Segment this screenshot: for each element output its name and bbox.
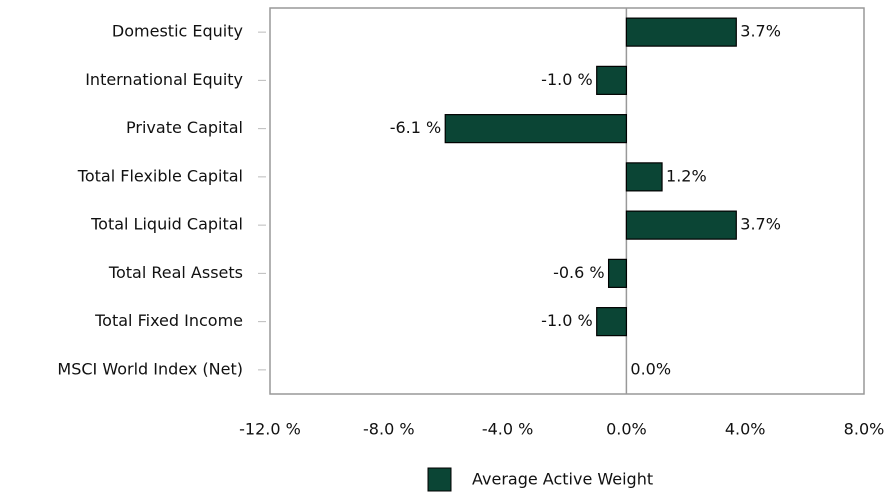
y-tick-label: Domestic Equity	[112, 22, 243, 41]
value-label: 1.2%	[666, 166, 707, 185]
y-tick-label: International Equity	[85, 70, 243, 89]
y-tick-label: Private Capital	[126, 118, 243, 137]
bar	[607, 258, 628, 288]
bar	[596, 65, 628, 95]
x-tick-label: 4.0%	[725, 420, 766, 439]
bar	[444, 114, 628, 144]
y-tick-label: MSCI World Index (Net)	[57, 359, 243, 378]
bar	[625, 162, 663, 192]
y-tick-label: Total Liquid Capital	[90, 215, 243, 234]
value-label: -1.0 %	[541, 311, 593, 330]
value-label: -6.1 %	[390, 118, 442, 137]
y-tick-label: Total Flexible Capital	[77, 166, 243, 185]
x-tick-label: -8.0 %	[363, 420, 415, 439]
value-label: -0.6 %	[553, 263, 605, 282]
x-tick-label: 0.0%	[606, 420, 647, 439]
y-tick-label: Total Real Assets	[108, 263, 243, 282]
value-label: 3.7%	[740, 215, 781, 234]
bar	[625, 210, 737, 240]
x-tick-label: -12.0 %	[239, 420, 301, 439]
value-label: 0.0%	[630, 359, 671, 378]
plot-area	[269, 7, 865, 395]
bar	[596, 307, 628, 337]
value-label: 3.7%	[740, 22, 781, 41]
value-label: -1.0 %	[541, 70, 593, 89]
x-tick-label: 8.0%	[844, 420, 885, 439]
legend-swatch	[427, 467, 452, 492]
y-tick-label: Total Fixed Income	[94, 311, 243, 330]
bar	[625, 17, 737, 47]
legend-label: Average Active Weight	[472, 470, 653, 489]
x-tick-label: -4.0 %	[482, 420, 534, 439]
